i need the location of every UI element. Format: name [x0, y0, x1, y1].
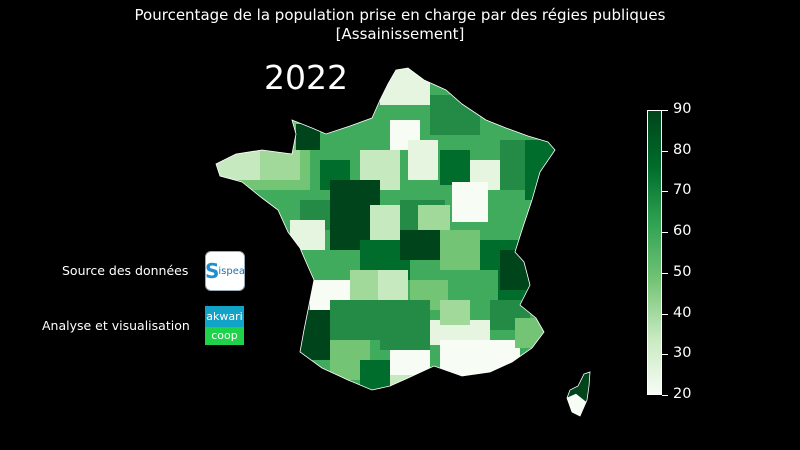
colorbar-tick	[662, 110, 668, 111]
chart-title: Pourcentage de la population prise en ch…	[0, 6, 800, 44]
colorbar-tick	[662, 232, 668, 233]
colorbar-tick-label: 30	[673, 345, 692, 361]
colorbar-tick	[662, 191, 668, 192]
colorbar-tick-label: 60	[673, 223, 692, 239]
akwari-logo-top: akwari	[205, 306, 244, 327]
colorbar-tick-label: 70	[673, 182, 692, 198]
akwari-logo[interactable]: akwari coop	[205, 306, 244, 345]
akwari-logo-bottom: coop	[205, 327, 244, 345]
colorbar	[647, 110, 662, 395]
colorbar-tick	[662, 151, 668, 152]
colorbar-tick	[662, 354, 668, 355]
analysis-label: Analyse et visualisation	[42, 318, 190, 333]
colorbar-tick-label: 40	[673, 305, 692, 321]
title-line-2: [Assainissement]	[335, 25, 465, 43]
colorbar-tick-label: 20	[673, 386, 692, 402]
source-label: Source des données	[62, 263, 189, 278]
colorbar-tick	[662, 273, 668, 274]
map-departments	[216, 68, 555, 390]
map-borders	[215, 67, 556, 391]
title-line-1: Pourcentage de la population prise en ch…	[134, 6, 666, 24]
map-corsica	[566, 371, 591, 417]
year-label: 2022	[264, 58, 348, 97]
colorbar-tick-label: 50	[673, 264, 692, 280]
colorbar-tick	[662, 395, 668, 396]
colorbar-tick-label: 80	[673, 142, 692, 158]
sispea-logo-text: ispea	[218, 265, 246, 277]
colorbar-tick	[662, 314, 668, 315]
colorbar-tick-label: 90	[673, 101, 692, 117]
